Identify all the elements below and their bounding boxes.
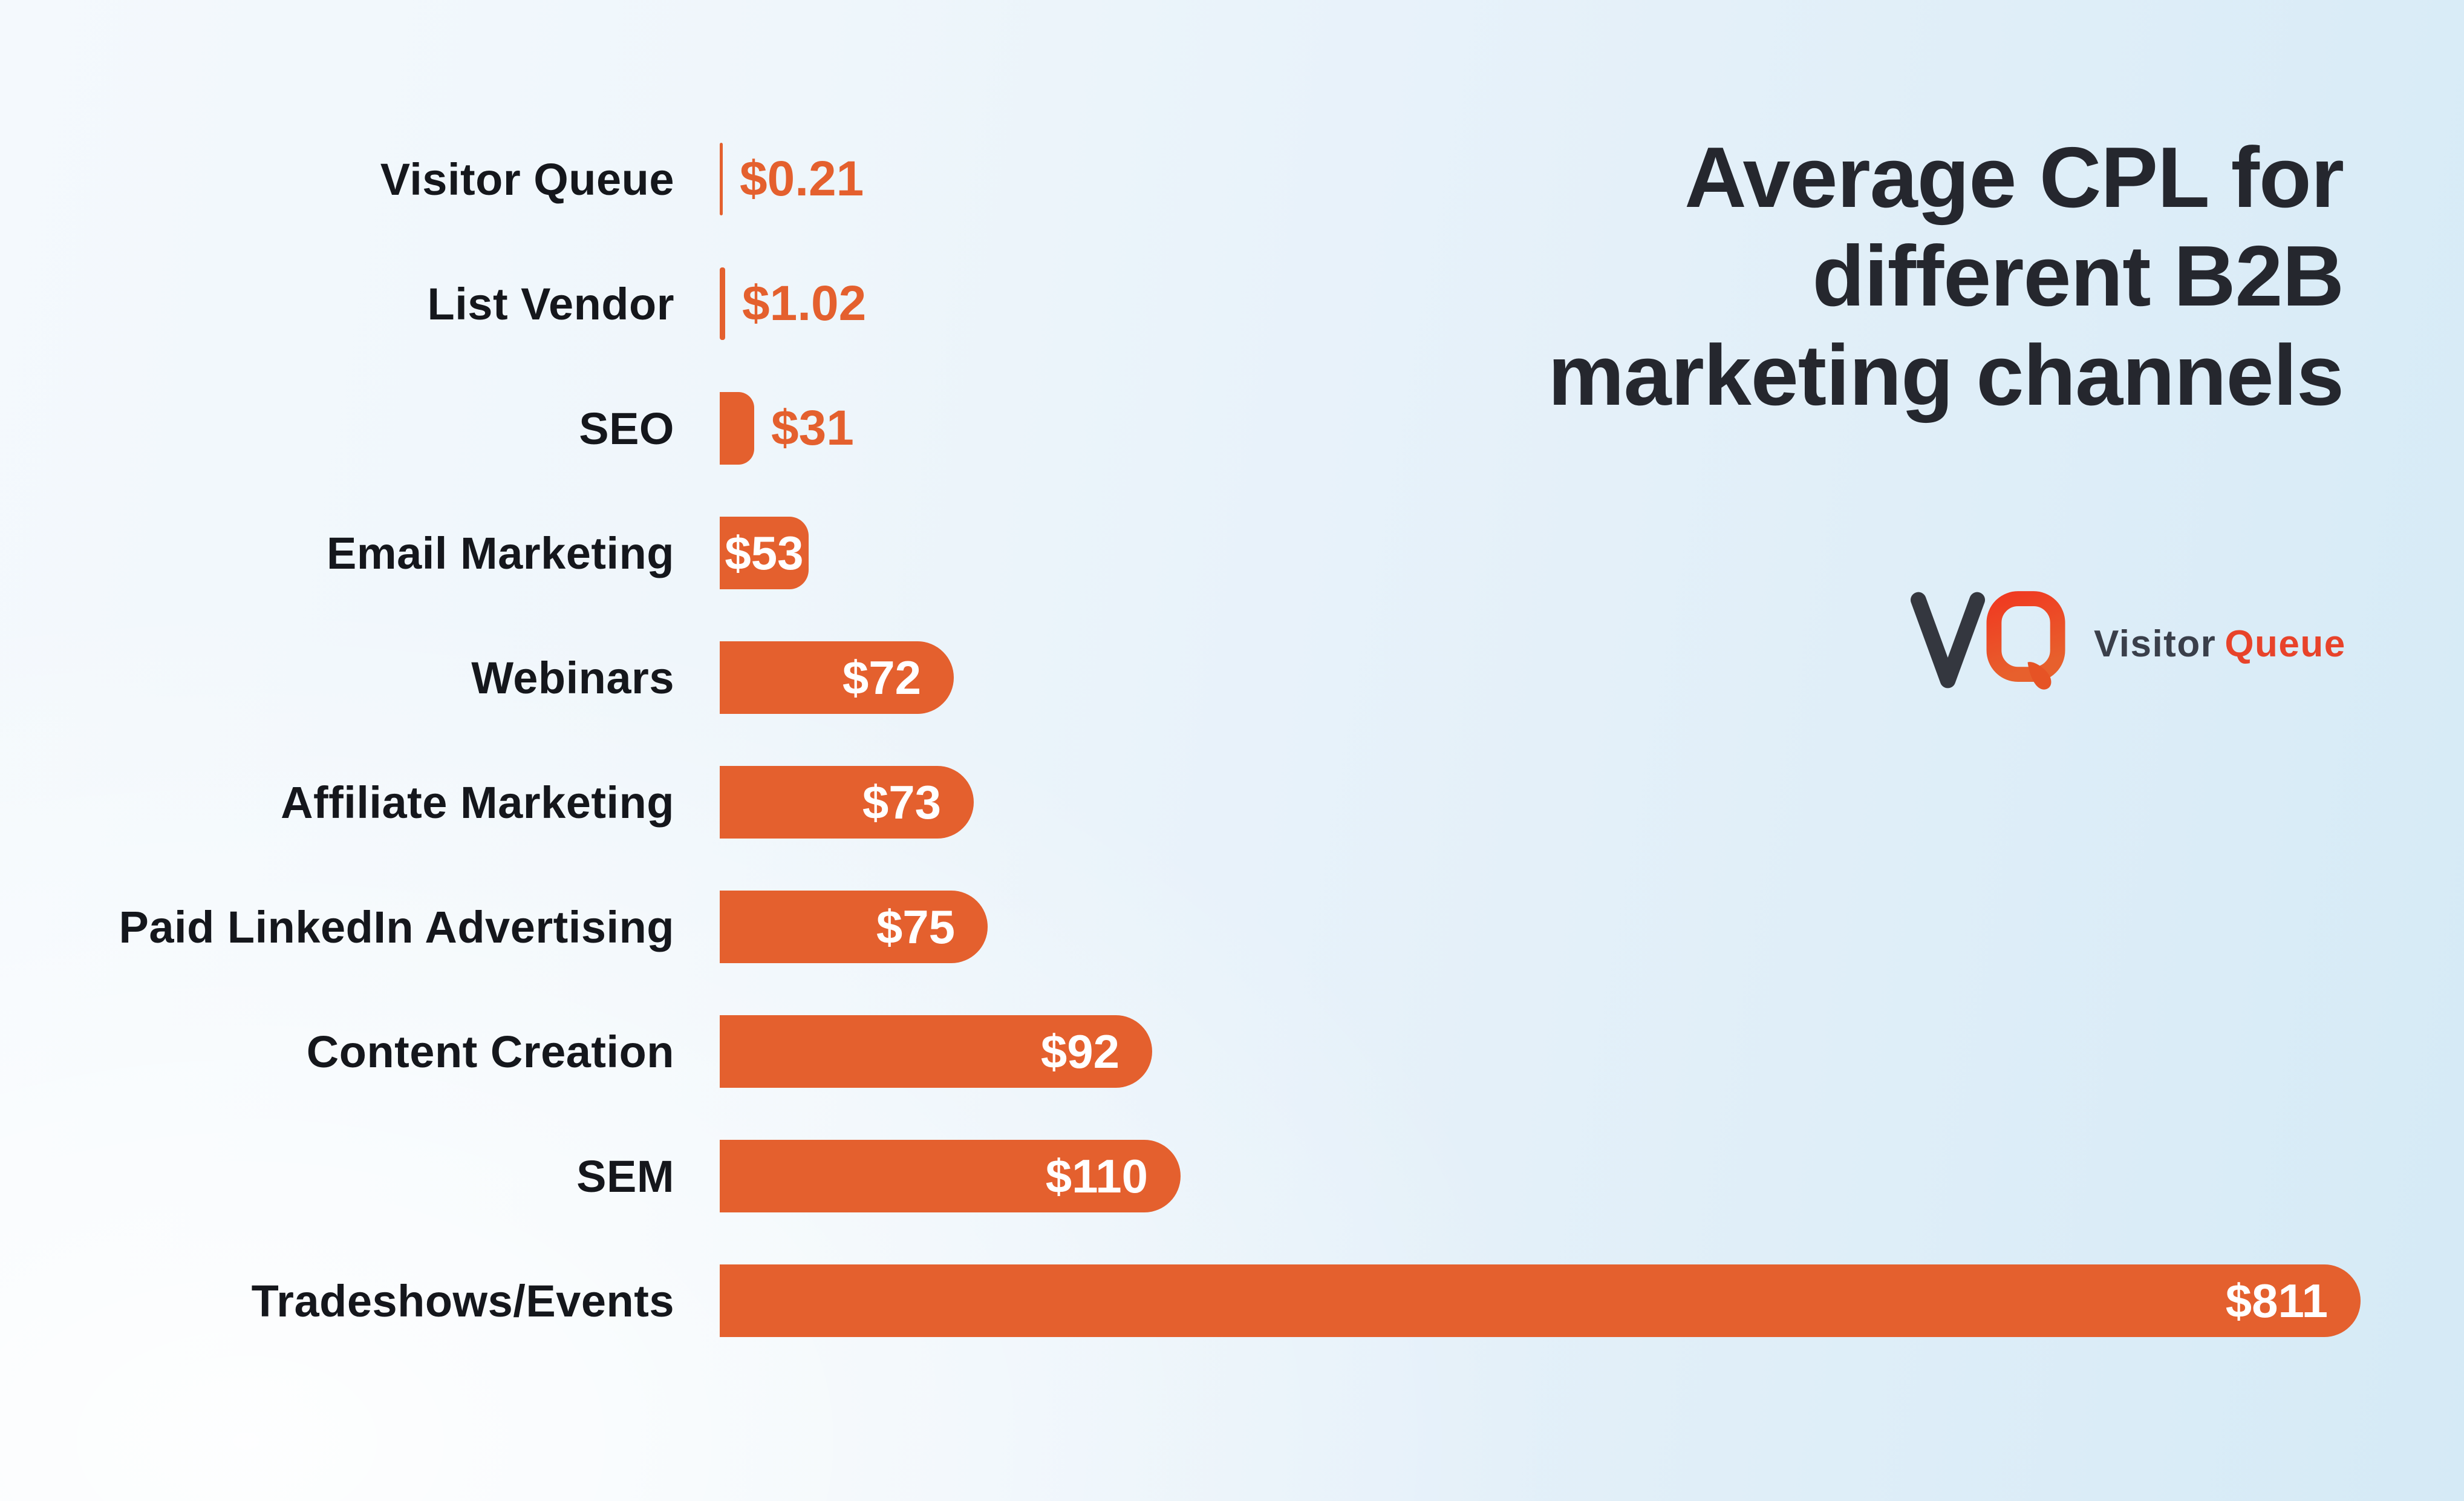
chart-row: Email Marketing $53 <box>0 491 2464 615</box>
chart-title: Average CPL for different B2B marketing … <box>1548 129 2344 423</box>
bar <box>720 267 725 340</box>
category-label: SEM <box>576 1151 674 1202</box>
chart-row: Tradeshows/Events $811 <box>0 1238 2464 1363</box>
wordmark-queue: Queue <box>2224 623 2346 665</box>
value-label: $0.21 <box>740 151 864 206</box>
value-label: $53 <box>725 526 804 580</box>
bar <box>720 392 754 465</box>
chart-row: Webinars $72 <box>0 615 2464 740</box>
visitor-queue-logo: Visitor Queue <box>1910 590 2346 698</box>
bar-container: $1.02 <box>720 267 2464 340</box>
chart-row: Affiliate Marketing $73 <box>0 740 2464 865</box>
value-label: $110 <box>1045 1149 1148 1203</box>
bar-container: $0.21 <box>720 143 2464 215</box>
value-label: $75 <box>876 900 955 953</box>
bar-container: $53 <box>720 517 2464 589</box>
category-label: Affiliate Marketing <box>281 777 674 828</box>
category-label: Webinars <box>471 652 674 703</box>
category-label: Tradeshows/Events <box>251 1275 674 1326</box>
category-label: SEO <box>579 403 674 454</box>
value-label: $1.02 <box>742 276 867 331</box>
value-label: $72 <box>842 650 921 704</box>
visitor-queue-logo-icon <box>1910 591 2065 690</box>
chart-row: Visitor Queue $0.21 <box>0 117 2464 241</box>
bar-container: $92 <box>720 1015 2464 1088</box>
value-label: $31 <box>771 401 854 456</box>
bar: $72 <box>720 641 954 714</box>
bar: $53 <box>720 517 809 589</box>
value-label: $811 <box>2225 1274 2328 1327</box>
value-label: $73 <box>862 775 941 829</box>
bar: $75 <box>720 891 988 963</box>
category-label: Paid LinkedIn Advertising <box>119 901 674 952</box>
bar-container: $73 <box>720 766 2464 839</box>
chart-row: SEM $110 <box>0 1114 2464 1238</box>
bar-container: $811 <box>720 1264 2464 1337</box>
category-label: Visitor Queue <box>380 154 674 204</box>
bar-container: $72 <box>720 641 2464 714</box>
category-label: List Vendor <box>427 278 674 329</box>
bar-container: $110 <box>720 1140 2464 1212</box>
category-label: Email Marketing <box>326 528 674 578</box>
bar-container: $31 <box>720 392 2464 465</box>
value-label: $92 <box>1040 1024 1120 1078</box>
chart-row: Content Creation $92 <box>0 989 2464 1114</box>
bar: $73 <box>720 766 974 839</box>
bar: $92 <box>720 1015 1152 1088</box>
wordmark-visitor: Visitor <box>2094 623 2217 665</box>
category-label: Content Creation <box>306 1026 674 1077</box>
chart-row: SEO $31 <box>0 366 2464 491</box>
bar: $811 <box>720 1264 2361 1337</box>
bar-chart: Visitor Queue $0.21 List Vendor $1.02 SE… <box>0 117 2464 1363</box>
bar: $110 <box>720 1140 1181 1212</box>
bar-container: $75 <box>720 891 2464 963</box>
bar <box>720 143 723 215</box>
chart-row: List Vendor $1.02 <box>0 241 2464 366</box>
chart-row: Paid LinkedIn Advertising $75 <box>0 865 2464 989</box>
visitor-queue-wordmark: Visitor Queue <box>2094 623 2346 665</box>
